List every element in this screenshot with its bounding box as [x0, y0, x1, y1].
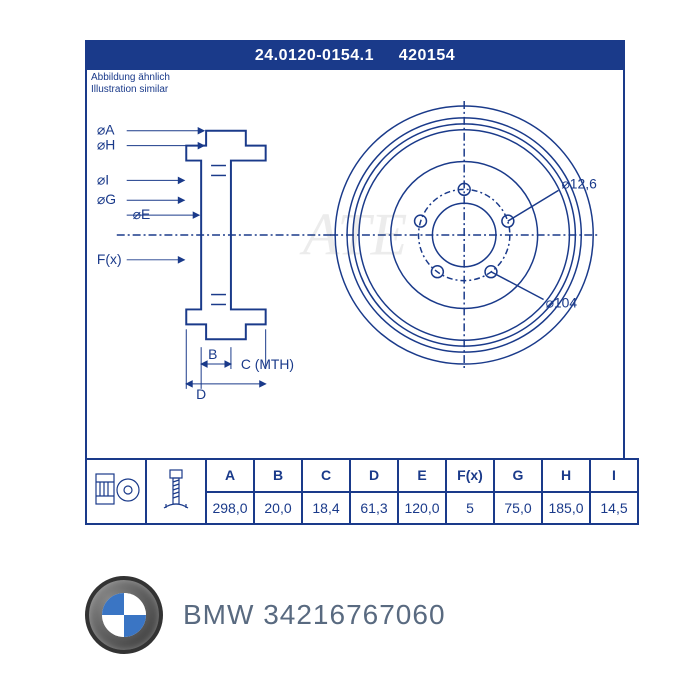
page-container: 24.0120-0154.1 420154 Abbildung ähnlich … [0, 0, 700, 700]
drawing-area: ⌀I ⌀G ⌀H ⌀A F(x) ⌀E B C (MTH) D ⌀12,6 ⌀1… [87, 70, 623, 400]
col-I: I [590, 459, 638, 492]
brand-name: BMW [183, 599, 254, 630]
title-bar: 24.0120-0154.1 420154 [87, 42, 623, 70]
val-D: 61,3 [350, 492, 398, 525]
val-A: 298,0 [206, 492, 254, 525]
part-no-right: 420154 [399, 47, 455, 64]
label-D: D [196, 386, 206, 400]
label-C: C (MTH) [241, 356, 294, 372]
bolt-icon-cell [146, 459, 206, 524]
label-diaI: ⌀I [97, 171, 109, 187]
label-diaA: ⌀A [97, 122, 115, 138]
val-F: 5 [446, 492, 494, 525]
label-diaE: ⌀E [133, 206, 151, 222]
technical-drawing: ⌀I ⌀G ⌀H ⌀A F(x) ⌀E B C (MTH) D ⌀12,6 ⌀1… [87, 70, 623, 400]
col-D: D [350, 459, 398, 492]
brand-text: BMW 34216767060 [183, 599, 446, 631]
label-Fx: F(x) [97, 251, 122, 267]
bmw-logo-icon [85, 576, 163, 654]
label-hole-dia: ⌀12,6 [561, 175, 597, 191]
val-I: 14,5 [590, 492, 638, 525]
val-E: 120,0 [398, 492, 446, 525]
spec-table: A B C D E F(x) G H I 298,0 20,0 18,4 61,… [85, 458, 639, 525]
vented-disc-icon [90, 464, 142, 516]
label-diaG: ⌀G [97, 191, 116, 207]
title-text: 24.0120-0154.1 420154 [255, 47, 455, 65]
spec-header-row: A B C D E F(x) G H I [86, 459, 638, 492]
diagram-frame: 24.0120-0154.1 420154 Abbildung ähnlich … [85, 40, 625, 460]
disc-icon-cell [86, 459, 146, 524]
bolt-icon [156, 464, 196, 516]
brand-part-number: 34216767060 [263, 599, 445, 630]
bmw-roundel [102, 593, 146, 637]
label-diaH: ⌀H [97, 137, 115, 153]
col-B: B [254, 459, 302, 492]
label-B: B [208, 346, 217, 362]
label-bolt-circle: ⌀104 [546, 294, 578, 310]
part-no-left: 24.0120-0154.1 [255, 47, 374, 64]
col-C: C [302, 459, 350, 492]
val-H: 185,0 [542, 492, 590, 525]
col-F: F(x) [446, 459, 494, 492]
brand-row: BMW 34216767060 [85, 565, 625, 665]
val-C: 18,4 [302, 492, 350, 525]
col-E: E [398, 459, 446, 492]
col-H: H [542, 459, 590, 492]
col-G: G [494, 459, 542, 492]
col-A: A [206, 459, 254, 492]
val-B: 20,0 [254, 492, 302, 525]
val-G: 75,0 [494, 492, 542, 525]
